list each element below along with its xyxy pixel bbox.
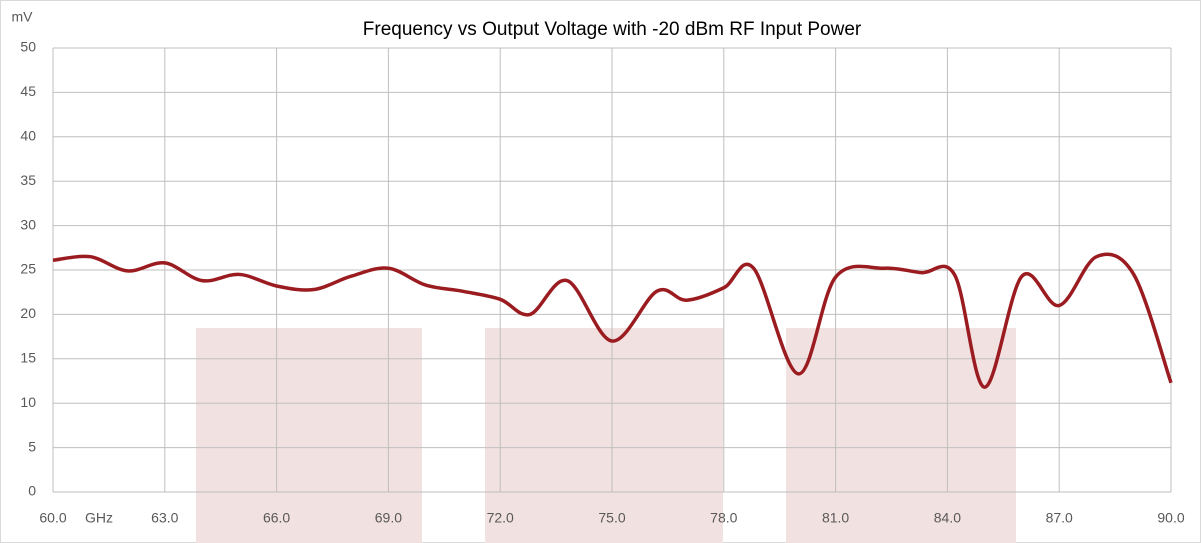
x-tick-label: 72.0	[487, 510, 514, 526]
band	[196, 328, 422, 543]
y-tick-label: 10	[20, 394, 36, 410]
x-tick-label: 66.0	[263, 510, 290, 526]
y-tick-label: 5	[28, 438, 36, 454]
x-axis-label: GHz	[85, 510, 113, 526]
y-tick-label: 0	[28, 483, 36, 499]
x-tick-label: 63.0	[151, 510, 178, 526]
x-tick-label: 90.0	[1157, 510, 1184, 526]
x-tick-label: 75.0	[598, 510, 625, 526]
highlight-bands	[196, 328, 1016, 543]
y-tick-label: 25	[20, 261, 36, 277]
x-tick-label: 60.0	[39, 510, 66, 526]
y-tick-label: 50	[20, 39, 36, 55]
y-tick-label: 30	[20, 216, 36, 232]
y-axis-label: mV	[12, 9, 34, 25]
x-tick-label: 81.0	[822, 510, 849, 526]
y-tick-label: 20	[20, 305, 36, 321]
y-tick-label: 15	[20, 350, 36, 366]
chart-title: Frequency vs Output Voltage with -20 dBm…	[363, 19, 862, 40]
band	[485, 328, 723, 543]
band	[786, 328, 1016, 543]
y-tick-label: 40	[20, 128, 36, 144]
x-tick-label: 87.0	[1046, 510, 1073, 526]
x-tick-label: 78.0	[710, 510, 737, 526]
x-tick-label: 69.0	[375, 510, 402, 526]
y-tick-label: 45	[20, 83, 36, 99]
y-tick-label: 35	[20, 172, 36, 188]
x-tick-label: 84.0	[934, 510, 961, 526]
data-line	[52, 252, 1173, 389]
